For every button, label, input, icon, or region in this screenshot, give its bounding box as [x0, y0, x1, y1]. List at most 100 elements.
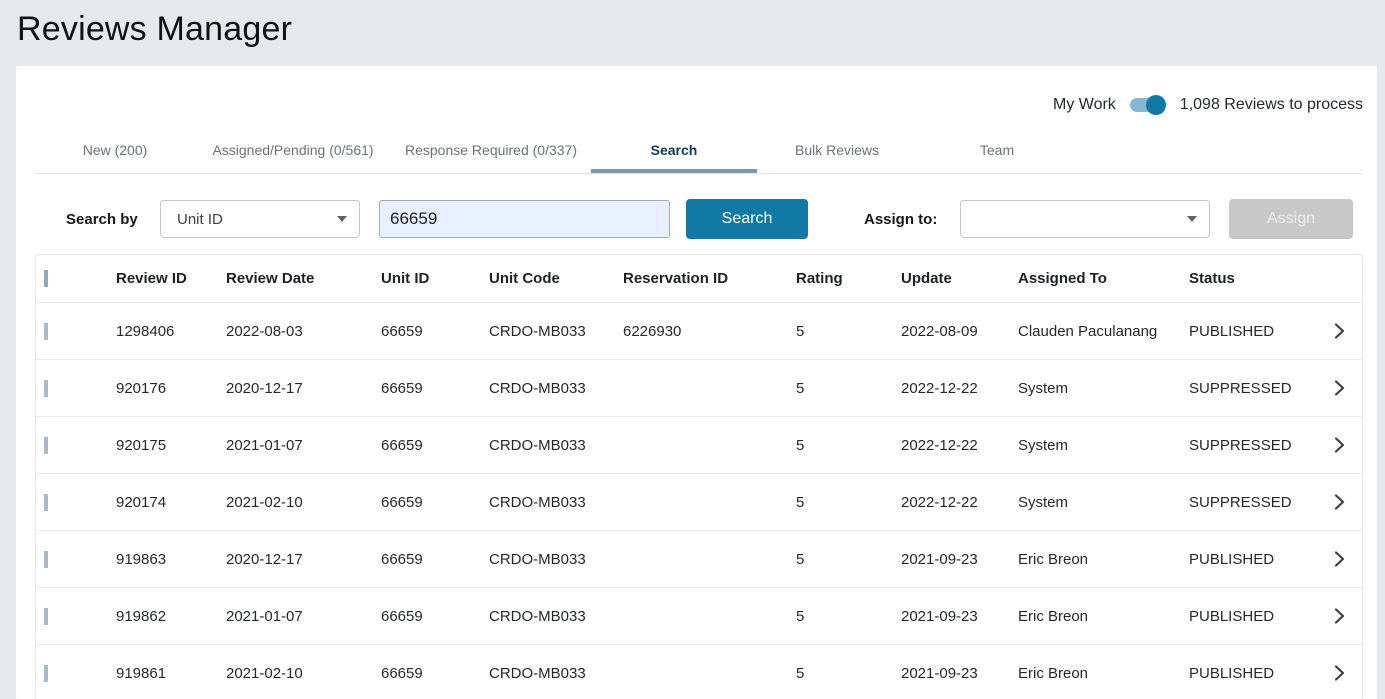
rating-cell: 5: [796, 379, 805, 397]
row-checkbox[interactable]: [44, 436, 48, 454]
tab-search[interactable]: Search: [591, 128, 757, 173]
review-id-cell: 920175: [116, 436, 167, 454]
my-work-toggle[interactable]: [1129, 95, 1166, 115]
column-header-reservation-id: Reservation ID: [623, 270, 729, 287]
status-cell: PUBLISHED: [1189, 607, 1275, 625]
row-checkbox[interactable]: [44, 664, 48, 682]
review-id-cell: 1298406: [116, 322, 175, 340]
chevron-right-icon[interactable]: [1316, 322, 1362, 340]
review-date-cell: 2020-12-17: [226, 379, 303, 397]
table-row: 920174 2021-02-10 66659 CRDO-MB033 5 202…: [36, 473, 1362, 530]
assign-to-label: Assign to:: [864, 210, 938, 228]
review-id-cell: 919862: [116, 607, 167, 625]
toggle-knob: [1145, 95, 1166, 115]
topbar: My Work 1,098 Reviews to process: [16, 66, 1377, 118]
reviews-to-process-count: 1,098 Reviews to process: [1179, 96, 1363, 113]
assign-to-select[interactable]: [960, 200, 1210, 238]
chevron-right-icon[interactable]: [1316, 664, 1362, 682]
search-input[interactable]: [379, 200, 670, 238]
update-cell: 2022-12-22: [901, 379, 978, 397]
column-header-unit-id: Unit ID: [381, 270, 430, 287]
row-checkbox[interactable]: [44, 322, 48, 340]
rating-cell: 5: [796, 436, 805, 454]
unit-code-cell: CRDO-MB033: [489, 550, 586, 568]
unit-code-cell: CRDO-MB033: [489, 493, 586, 511]
row-checkbox[interactable]: [44, 379, 48, 397]
update-cell: 2021-09-23: [901, 664, 978, 682]
assigned-to-cell: Clauden Paculanang: [1018, 322, 1158, 340]
reviews-manager-card: My Work 1,098 Reviews to process New (20…: [16, 66, 1377, 699]
chevron-right-icon[interactable]: [1316, 607, 1362, 625]
unit-id-cell: 66659: [381, 379, 423, 397]
status-cell: SUPPRESSED: [1189, 493, 1292, 511]
reservation-id-cell: 6226930: [623, 322, 682, 340]
assigned-to-cell: Eric Breon: [1018, 607, 1089, 625]
table-row: 920176 2020-12-17 66659 CRDO-MB033 5 202…: [36, 359, 1362, 416]
rating-cell: 5: [796, 607, 805, 625]
assign-button: Assign: [1229, 199, 1353, 239]
row-checkbox[interactable]: [44, 607, 48, 625]
assigned-to-cell: Eric Breon: [1018, 550, 1089, 568]
review-id-cell: 919861: [116, 664, 167, 682]
tab-new[interactable]: New (200): [82, 142, 148, 158]
tab-team[interactable]: Team: [979, 142, 1015, 158]
review-date-cell: 2021-02-10: [226, 664, 303, 682]
tab-response-required[interactable]: Response Required (0/337): [405, 142, 577, 158]
search-by-label: Search by: [66, 210, 138, 228]
chevron-right-icon[interactable]: [1316, 550, 1362, 568]
status-cell: PUBLISHED: [1189, 322, 1275, 340]
column-header-status: Status: [1189, 270, 1235, 287]
unit-id-cell: 66659: [381, 664, 423, 682]
search-button[interactable]: Search: [686, 199, 808, 239]
search-controls: Search by Unit ID Search Assign to: Assi…: [16, 199, 1377, 239]
review-id-cell: 919863: [116, 550, 167, 568]
column-header-assigned-to: Assigned To: [1018, 270, 1107, 287]
unit-id-cell: 66659: [381, 322, 423, 340]
status-cell: SUPPRESSED: [1189, 436, 1292, 454]
update-cell: 2022-08-09: [901, 322, 978, 340]
table-row: 919861 2021-02-10 66659 CRDO-MB033 5 202…: [36, 644, 1362, 699]
column-header-review-id: Review ID: [116, 270, 187, 287]
review-id-cell: 920176: [116, 379, 167, 397]
unit-code-cell: CRDO-MB033: [489, 379, 586, 397]
table-row: 919863 2020-12-17 66659 CRDO-MB033 5 202…: [36, 530, 1362, 587]
select-all-checkbox[interactable]: [44, 270, 48, 287]
unit-id-cell: 66659: [381, 550, 423, 568]
row-checkbox[interactable]: [44, 493, 48, 511]
assigned-to-cell: Eric Breon: [1018, 664, 1089, 682]
status-cell: PUBLISHED: [1189, 550, 1275, 568]
tab-bar: New (200) Assigned/Pending (0/561) Respo…: [35, 128, 1363, 174]
row-checkbox[interactable]: [44, 550, 48, 568]
rating-cell: 5: [796, 664, 805, 682]
tab-assigned-pending[interactable]: Assigned/Pending (0/561): [212, 142, 374, 158]
status-cell: SUPPRESSED: [1189, 379, 1292, 397]
update-cell: 2021-09-23: [901, 607, 978, 625]
chevron-right-icon[interactable]: [1316, 436, 1362, 454]
assigned-to-cell: System: [1018, 436, 1069, 454]
chevron-right-icon[interactable]: [1316, 493, 1362, 511]
search-type-selected-value: Unit ID: [177, 210, 223, 228]
review-date-cell: 2021-01-07: [226, 607, 303, 625]
table-row: 1298406 2022-08-03 66659 CRDO-MB033 6226…: [36, 302, 1362, 359]
chevron-down-icon: [1187, 216, 1197, 222]
tab-bulk-reviews[interactable]: Bulk Reviews: [794, 142, 880, 158]
chevron-down-icon: [337, 216, 347, 222]
column-header-rating: Rating: [796, 270, 843, 287]
update-cell: 2022-12-22: [901, 493, 978, 511]
review-id-cell: 920174: [116, 493, 167, 511]
search-type-select[interactable]: Unit ID: [160, 200, 360, 238]
rating-cell: 5: [796, 493, 805, 511]
assigned-to-cell: System: [1018, 379, 1069, 397]
reviews-table: Review ID Review Date Unit ID Unit Code …: [35, 254, 1363, 699]
page-title: Reviews Manager: [17, 10, 293, 48]
status-cell: PUBLISHED: [1189, 664, 1275, 682]
column-header-review-date: Review Date: [226, 270, 315, 287]
chevron-right-icon[interactable]: [1316, 379, 1362, 397]
update-cell: 2021-09-23: [901, 550, 978, 568]
rating-cell: 5: [796, 550, 805, 568]
rating-cell: 5: [796, 322, 805, 340]
table-body: 1298406 2022-08-03 66659 CRDO-MB033 6226…: [36, 302, 1362, 699]
unit-id-cell: 66659: [381, 607, 423, 625]
my-work-label: My Work: [1052, 96, 1116, 113]
unit-code-cell: CRDO-MB033: [489, 436, 586, 454]
